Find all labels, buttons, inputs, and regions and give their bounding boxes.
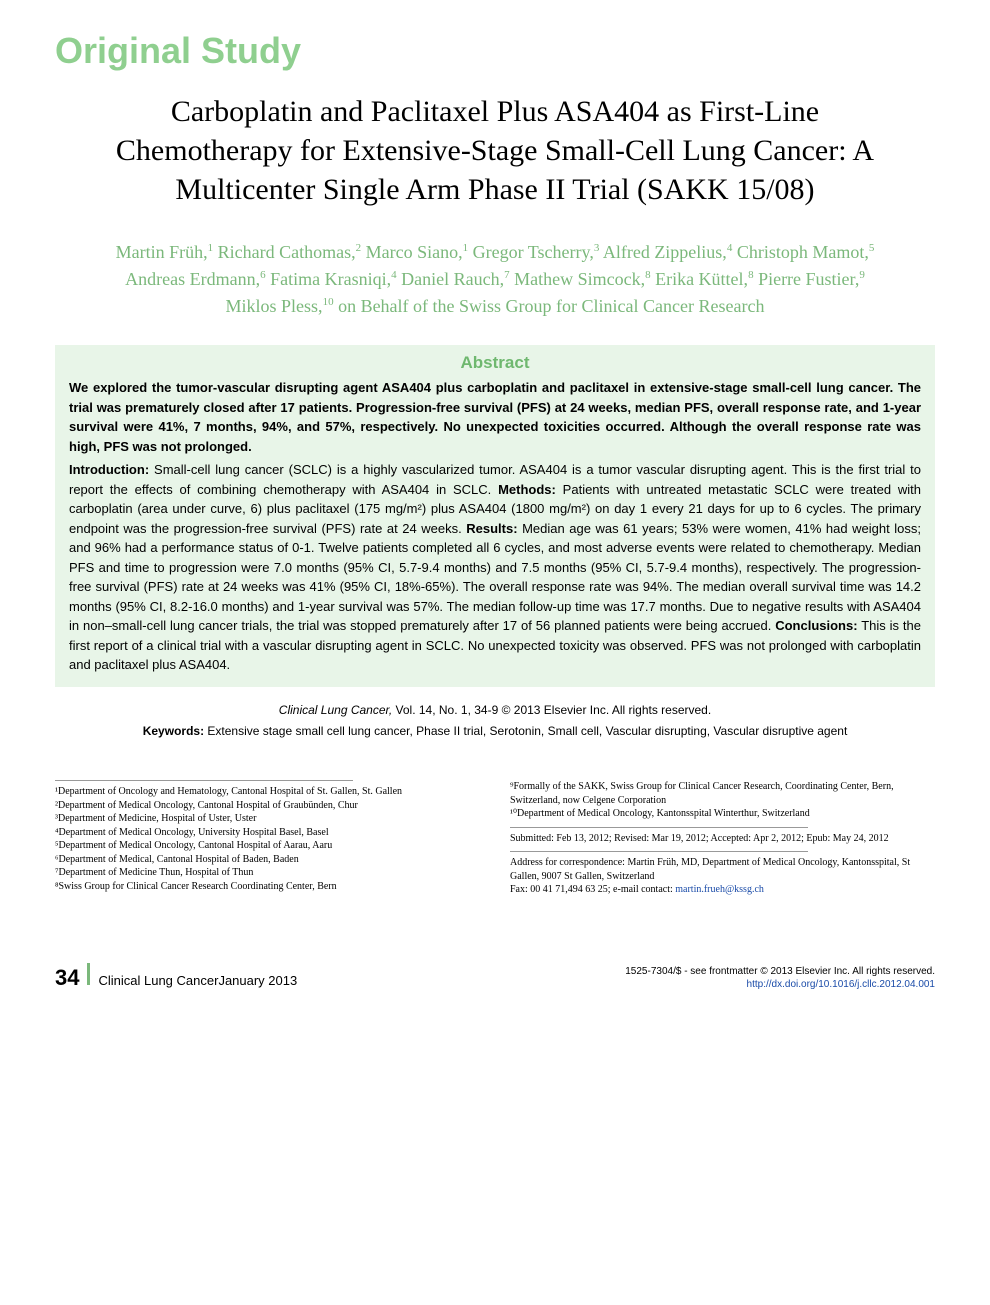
correspondence-contact: Fax: 00 41 71,494 63 25; e-mail contact:…: [510, 883, 935, 897]
page-number: 34: [55, 965, 79, 991]
affiliations: ¹Department of Oncology and Hematology, …: [55, 780, 935, 903]
section-label: Original Study: [55, 30, 935, 72]
results-text: Median age was 61 years; 53% were women,…: [69, 521, 921, 634]
citation-journal: Clinical Lung Cancer,: [279, 703, 392, 717]
copyright: 1525-7304/$ - see frontmatter © 2013 Els…: [625, 965, 935, 978]
affiliation-line: ⁷Department of Medicine Thun, Hospital o…: [55, 866, 480, 880]
doi-link[interactable]: http://dx.doi.org/10.1016/j.cllc.2012.04…: [747, 979, 935, 990]
affiliation-line: ¹Department of Oncology and Hematology, …: [55, 785, 480, 799]
affiliation-line: ⁸Swiss Group for Clinical Cancer Researc…: [55, 880, 480, 894]
page-footer: 34 Clinical Lung Cancer January 2013 152…: [55, 963, 935, 991]
affiliation-line: ⁹Formally of the SAKK, Swiss Group for C…: [510, 780, 935, 807]
email-link[interactable]: martin.frueh@kssg.ch: [675, 884, 764, 895]
keywords-label: Keywords:: [143, 724, 204, 738]
keywords: Keywords: Extensive stage small cell lun…: [95, 723, 895, 740]
affiliations-right: ⁹Formally of the SAKK, Swiss Group for C…: [510, 780, 935, 903]
footer-issue: January 2013: [218, 973, 297, 988]
abstract-heading: Abstract: [69, 353, 921, 373]
authors-list: Martin Früh,1 Richard Cathomas,2 Marco S…: [115, 239, 875, 320]
affil-rule: [510, 827, 808, 828]
citation-vol: Vol. 14, No. 1, 34-9 © 2013 Elsevier Inc…: [392, 703, 711, 717]
keywords-text: Extensive stage small cell lung cancer, …: [204, 724, 847, 738]
affiliation-line: ¹⁰Department of Medical Oncology, Kanton…: [510, 807, 935, 821]
affiliation-line: ⁵Department of Medical Oncology, Cantona…: [55, 839, 480, 853]
footer-journal: Clinical Lung Cancer: [98, 973, 218, 988]
abstract-box: Abstract We explored the tumor-vascular …: [55, 345, 935, 687]
citation: Clinical Lung Cancer, Vol. 14, No. 1, 34…: [95, 702, 895, 719]
methods-label: Methods:: [498, 482, 556, 497]
submission-dates: Submitted: Feb 13, 2012; Revised: Mar 19…: [510, 832, 935, 846]
affiliation-line: ³Department of Medicine, Hospital of Ust…: [55, 812, 480, 826]
affil-rule: [510, 851, 808, 852]
intro-label: Introduction:: [69, 462, 149, 477]
abstract-body: Introduction: Small-cell lung cancer (SC…: [69, 460, 921, 675]
affil-rule: [55, 780, 353, 781]
affiliations-left: ¹Department of Oncology and Hematology, …: [55, 780, 480, 903]
article-title: Carboplatin and Paclitaxel Plus ASA404 a…: [95, 92, 895, 209]
footer-right: 1525-7304/$ - see frontmatter © 2013 Els…: [625, 965, 935, 991]
conclusions-label: Conclusions:: [775, 618, 857, 633]
affiliation-line: ²Department of Medical Oncology, Cantona…: [55, 799, 480, 813]
correspondence-address: Address for correspondence: Martin Früh,…: [510, 856, 935, 883]
affiliation-line: ⁶Department of Medical, Cantonal Hospita…: [55, 853, 480, 867]
footer-divider: [87, 963, 90, 985]
affiliation-line: ⁴Department of Medical Oncology, Univers…: [55, 826, 480, 840]
footer-left: 34 Clinical Lung Cancer January 2013: [55, 963, 297, 991]
results-label: Results:: [466, 521, 517, 536]
abstract-summary: We explored the tumor-vascular disruptin…: [69, 378, 921, 456]
